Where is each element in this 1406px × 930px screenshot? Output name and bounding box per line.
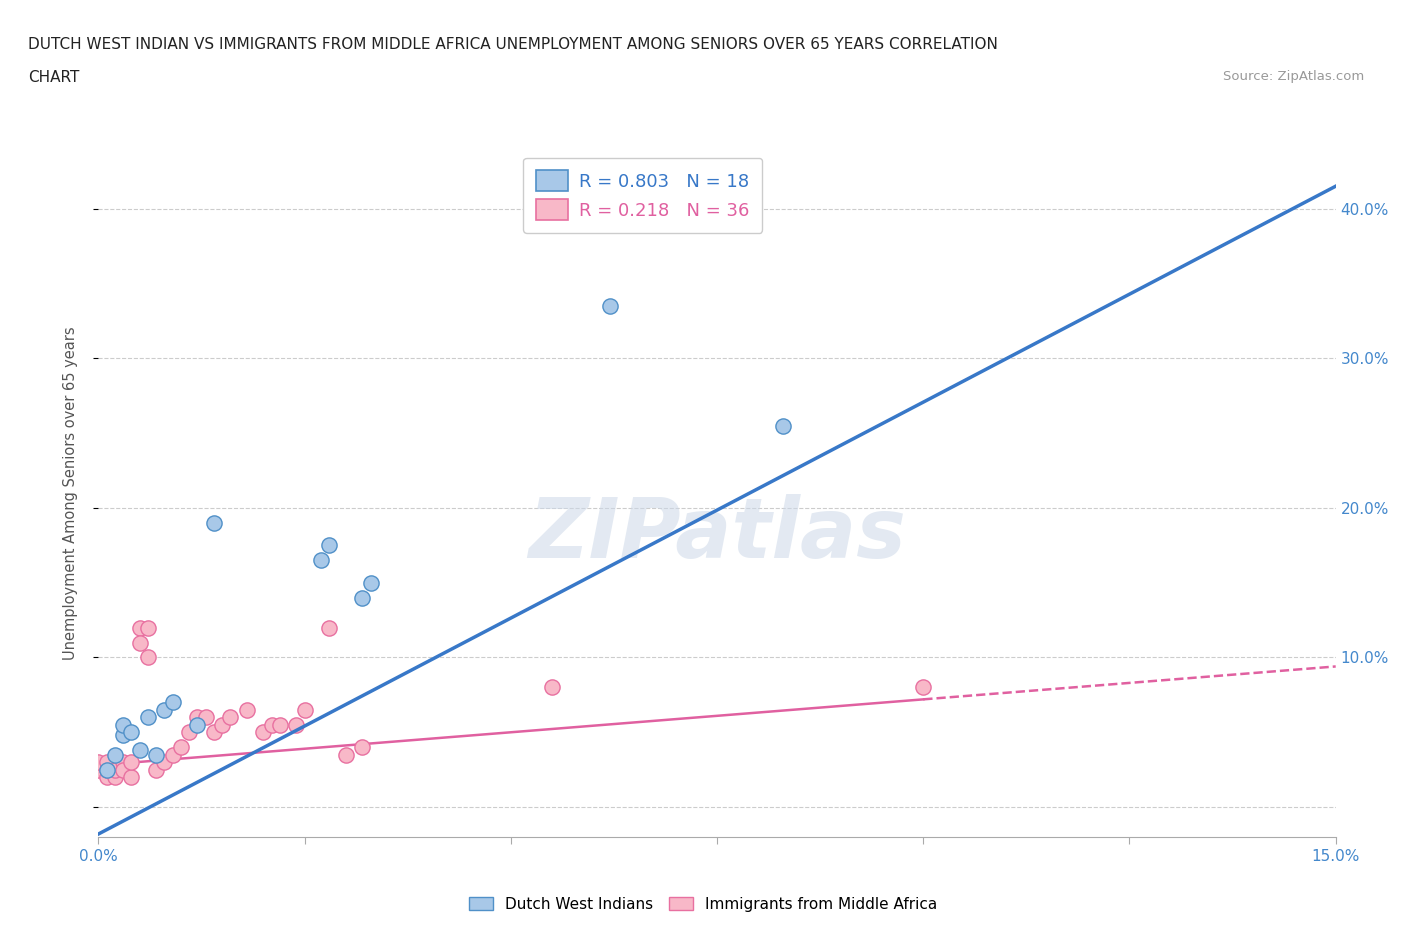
Point — [128, 635, 150, 650]
Point — [153, 755, 176, 770]
Text: CHART: CHART — [28, 70, 80, 85]
Legend: R = 0.803   N = 18, R = 0.218   N = 36: R = 0.803 N = 18, R = 0.218 N = 36 — [523, 158, 762, 232]
Point — [260, 717, 283, 732]
Point — [236, 702, 259, 717]
Point — [202, 724, 225, 739]
Point — [104, 770, 127, 785]
Point — [96, 763, 118, 777]
Point — [112, 728, 135, 743]
Point — [194, 710, 217, 724]
Point — [104, 748, 127, 763]
Point — [360, 576, 382, 591]
Text: DUTCH WEST INDIAN VS IMMIGRANTS FROM MIDDLE AFRICA UNEMPLOYMENT AMONG SENIORS OV: DUTCH WEST INDIAN VS IMMIGRANTS FROM MID… — [28, 37, 998, 52]
Point — [186, 717, 208, 732]
Point — [136, 710, 159, 724]
Point — [96, 755, 118, 770]
Point — [352, 739, 374, 754]
Y-axis label: Unemployment Among Seniors over 65 years: Unemployment Among Seniors over 65 years — [63, 326, 77, 659]
Point — [352, 591, 374, 605]
Point — [599, 299, 621, 313]
Point — [772, 418, 794, 433]
Point — [120, 770, 142, 785]
Point — [186, 710, 208, 724]
Point — [145, 748, 167, 763]
Point — [87, 763, 110, 777]
Point — [120, 724, 142, 739]
Point — [179, 724, 201, 739]
Point — [219, 710, 242, 724]
Point — [136, 650, 159, 665]
Point — [162, 695, 184, 710]
Point — [211, 717, 233, 732]
Text: Source: ZipAtlas.com: Source: ZipAtlas.com — [1223, 70, 1364, 83]
Point — [145, 763, 167, 777]
Point — [294, 702, 316, 717]
Point — [104, 763, 127, 777]
Point — [87, 755, 110, 770]
Point — [112, 755, 135, 770]
Point — [112, 717, 135, 732]
Point — [96, 770, 118, 785]
Point — [96, 763, 118, 777]
Point — [136, 620, 159, 635]
Point — [162, 748, 184, 763]
Point — [252, 724, 274, 739]
Point — [153, 702, 176, 717]
Point — [112, 763, 135, 777]
Point — [318, 620, 340, 635]
Point — [128, 620, 150, 635]
Point — [285, 717, 308, 732]
Point — [269, 717, 291, 732]
Legend: Dutch West Indians, Immigrants from Middle Africa: Dutch West Indians, Immigrants from Midd… — [463, 890, 943, 918]
Point — [202, 515, 225, 530]
Point — [170, 739, 193, 754]
Point — [541, 680, 564, 695]
Point — [335, 748, 357, 763]
Point — [128, 743, 150, 758]
Point — [912, 680, 935, 695]
Point — [309, 552, 332, 567]
Point — [120, 755, 142, 770]
Point — [318, 538, 340, 552]
Text: ZIPatlas: ZIPatlas — [529, 494, 905, 575]
